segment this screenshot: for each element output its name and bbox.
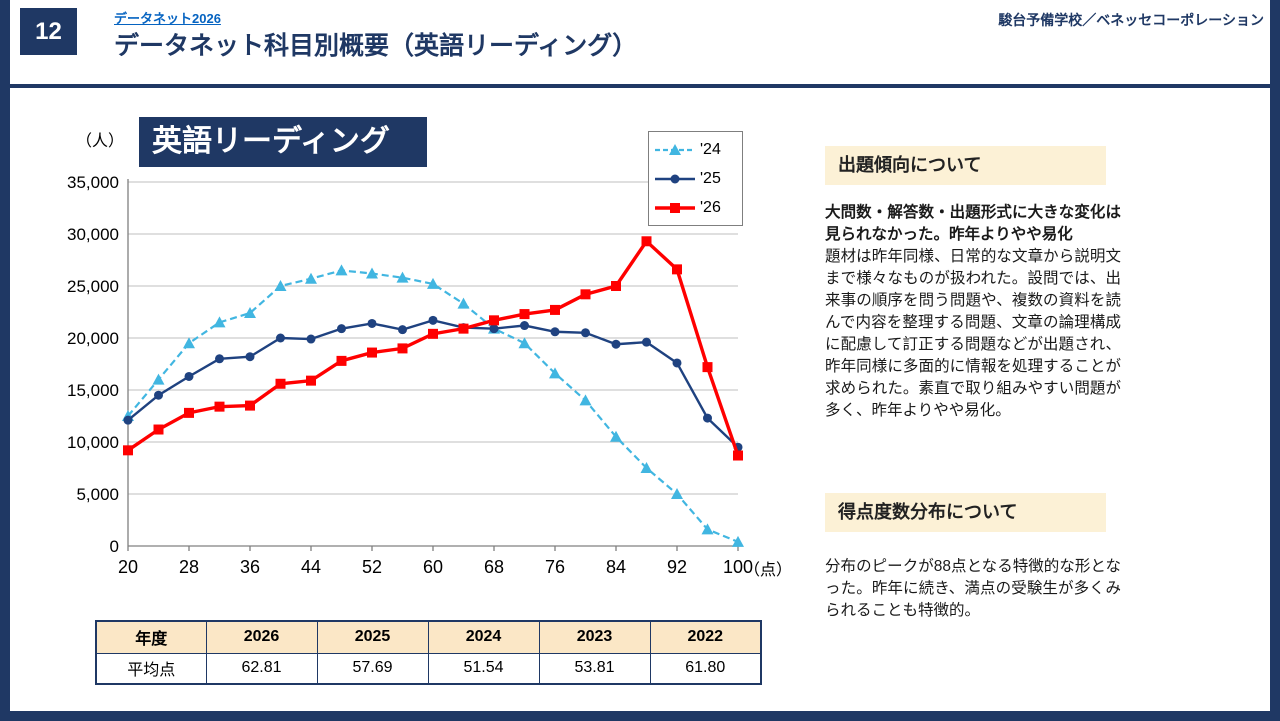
table-cell-2023: 53.81 <box>538 652 651 685</box>
trends-lead: 大問数・解答数・出題形式に大きな変化は見られなかった。昨年よりやや易化 <box>825 204 1121 243</box>
average-score-table: 年度 2026 2025 2024 2023 2022 平均点 62.81 57… <box>95 620 762 685</box>
svg-text:68: 68 <box>484 557 504 577</box>
svg-text:60: 60 <box>423 557 443 577</box>
svg-text:52: 52 <box>362 557 382 577</box>
table-header-2025: 2025 <box>316 620 429 654</box>
svg-text:15,000: 15,000 <box>67 381 119 400</box>
table-cell-2025: 57.69 <box>316 652 429 685</box>
legend-item-25: '25 <box>653 164 738 193</box>
legend-label-26: '26 <box>700 198 721 216</box>
svg-text:20,000: 20,000 <box>67 329 119 348</box>
table-cell-2022: 61.80 <box>649 652 762 685</box>
legend-item-24: '24 <box>653 135 738 164</box>
page-number-box: 12 <box>20 8 77 55</box>
section-heading-trends: 出題傾向について <box>825 146 1106 185</box>
org-name: 駿台予備学校／ベネッセコーポレーション <box>998 12 1264 28</box>
x-axis-unit-label: （点） <box>744 562 793 579</box>
legend-marker-25 <box>655 174 695 183</box>
table-header-year: 年度 <box>95 620 207 654</box>
legend-marker-26 <box>655 202 695 213</box>
section-heading-distribution: 得点度数分布について <box>825 493 1106 532</box>
table-header-2023: 2023 <box>538 620 651 654</box>
table-cell-2024: 51.54 <box>427 652 540 685</box>
svg-text:35,000: 35,000 <box>67 173 119 192</box>
y-axis-unit-label: （人） <box>76 133 125 150</box>
svg-text:30,000: 30,000 <box>67 225 119 244</box>
svg-text:92: 92 <box>667 557 687 577</box>
svg-text:44: 44 <box>301 557 321 577</box>
legend-item-26: '26 <box>653 193 738 222</box>
legend-label-25: '25 <box>700 169 721 187</box>
chart-legend: '24 '25 '26 <box>648 131 743 226</box>
svg-text:0: 0 <box>110 537 119 556</box>
svg-text:25,000: 25,000 <box>67 277 119 296</box>
svg-text:36: 36 <box>240 557 260 577</box>
svg-text:100: 100 <box>723 557 753 577</box>
header-rule <box>10 84 1270 88</box>
score-distribution-chart: 0 5,000 10,000 15,000 20,000 25,000 30,000 35,0… <box>67 173 753 577</box>
svg-text:84: 84 <box>606 557 626 577</box>
distribution-paragraph: 分布のピークが88点となる特徴的な形となった。昨年に続き、満点の受験生が多くみら… <box>825 556 1121 622</box>
table-cell-2026: 62.81 <box>205 652 318 685</box>
svg-text:5,000: 5,000 <box>76 485 119 504</box>
table-row-average: 平均点 62.81 57.69 51.54 53.81 61.80 <box>95 652 762 685</box>
chart-title: 英語リーディング <box>139 117 427 167</box>
table-header-2026: 2026 <box>205 620 318 654</box>
datanet-link[interactable]: データネット2026 <box>114 11 221 26</box>
table-header-2024: 2024 <box>427 620 540 654</box>
trends-body: 題材は昨年同様、日常的な文章から説明文まで様々なものが扱われた。設問では、出来事… <box>825 248 1121 419</box>
svg-text:10,000: 10,000 <box>67 433 119 452</box>
distribution-body: 分布のピークが88点となる特徴的な形となった。昨年に続き、満点の受験生が多くみら… <box>825 558 1121 619</box>
page-title: データネット科目別概要（英語リーディング） <box>114 32 638 60</box>
table-cell-label: 平均点 <box>95 652 207 685</box>
svg-text:20: 20 <box>118 557 138 577</box>
svg-text:76: 76 <box>545 557 565 577</box>
trends-paragraph: 大問数・解答数・出題形式に大きな変化は見られなかった。昨年よりやや易化 題材は昨… <box>825 202 1121 422</box>
frame-right <box>1270 0 1280 721</box>
table-header-row: 年度 2026 2025 2024 2023 2022 <box>95 620 762 654</box>
page-number: 12 <box>35 17 62 45</box>
legend-marker-24 <box>655 143 695 155</box>
frame-bottom <box>0 711 1280 721</box>
frame-left <box>0 0 10 721</box>
table-header-2022: 2022 <box>649 620 762 654</box>
svg-text:28: 28 <box>179 557 199 577</box>
legend-label-24: '24 <box>700 140 721 158</box>
